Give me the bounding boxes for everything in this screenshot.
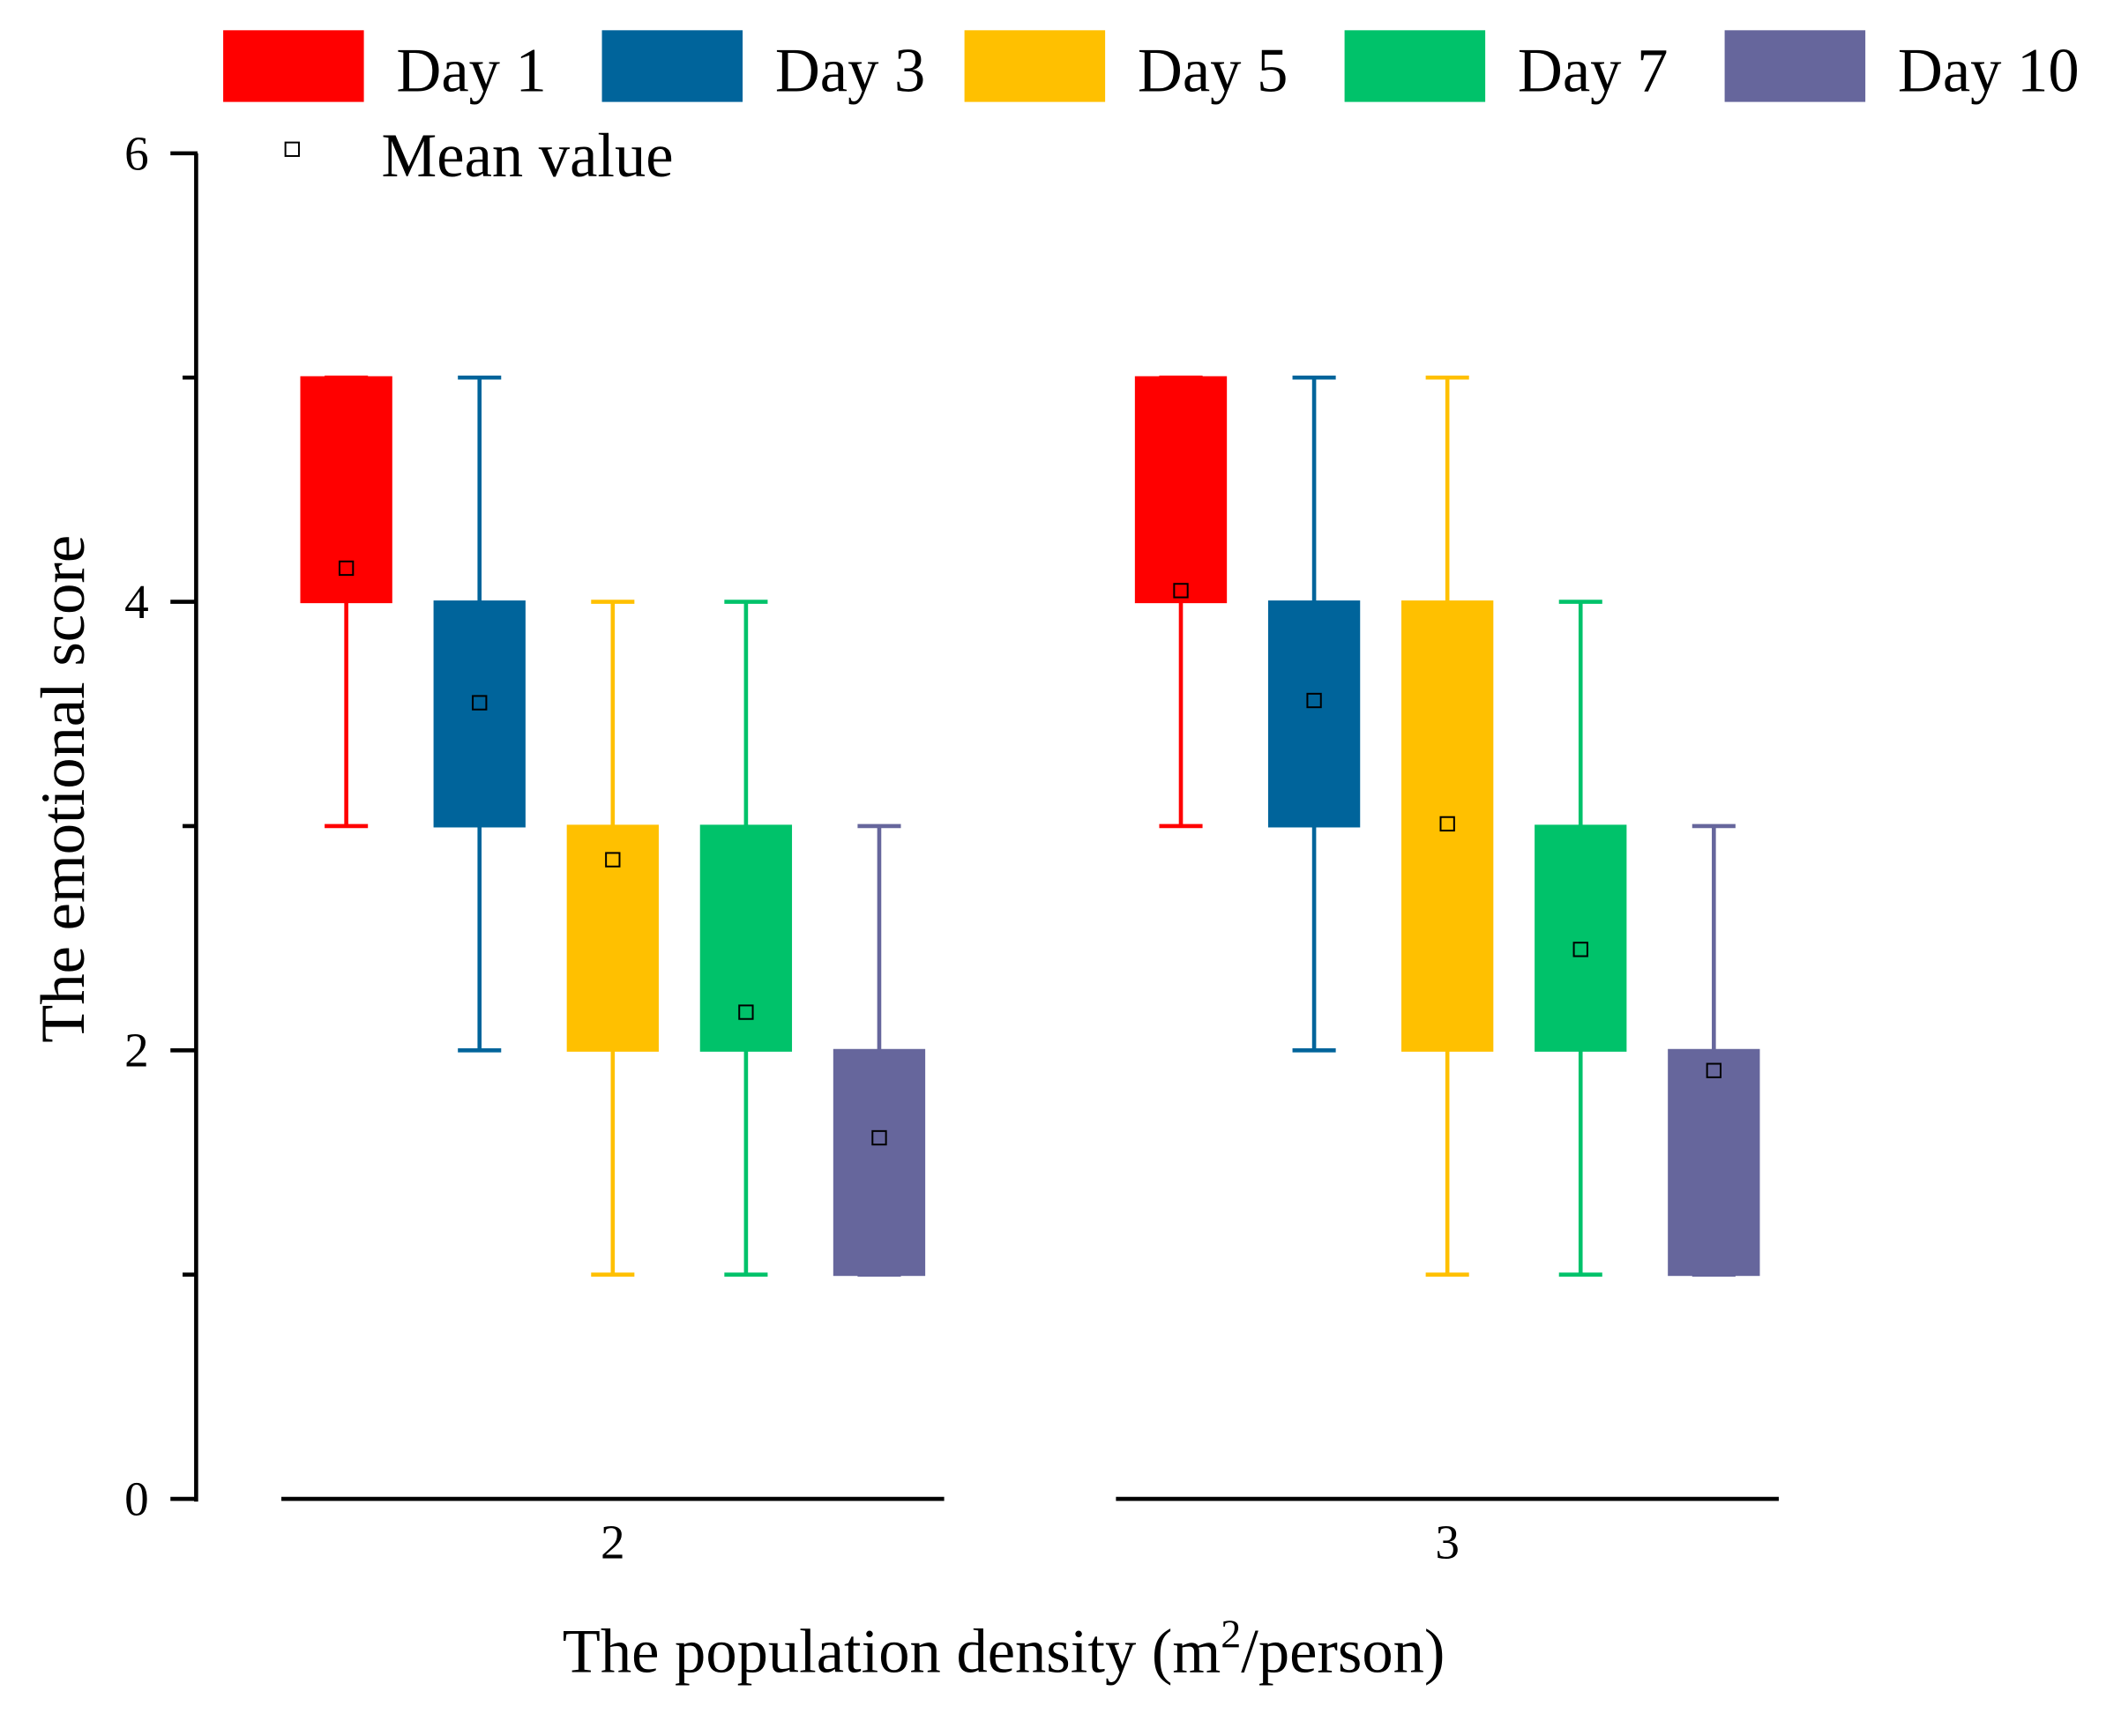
- axes: 0 2 4 6 2 3: [124, 126, 1779, 1569]
- box-day-7-group-2: [699, 600, 793, 1277]
- box: [833, 1048, 926, 1277]
- box: [1267, 600, 1361, 828]
- mean-marker: [338, 560, 355, 577]
- box: [1401, 600, 1494, 1052]
- mean-legend-label: Mean value: [382, 122, 674, 190]
- box: [1134, 376, 1228, 604]
- box-day-1-group-3: [1134, 375, 1228, 829]
- x-axis-label-sup: 2: [1221, 1612, 1241, 1657]
- legend-swatch: [1344, 30, 1486, 102]
- mean-marker: [472, 695, 488, 711]
- y-tick-label: 4: [124, 575, 149, 629]
- legend-label: Day 10: [1898, 36, 2080, 105]
- y-tick-label: 2: [124, 1024, 149, 1077]
- y-axis-label: The emotional score: [29, 535, 98, 1043]
- box-day-10-group-3: [1668, 823, 1760, 1277]
- y-tick-label: 0: [124, 1472, 149, 1525]
- box-day-5-group-3: [1401, 375, 1494, 1277]
- legend: Day 1 Day 3 Day 5 Day 7 Day 10: [223, 30, 2080, 105]
- legend-swatch: [601, 30, 743, 102]
- box-day-3-group-3: [1267, 375, 1361, 1053]
- mean-legend: Mean value: [284, 122, 674, 190]
- legend-swatch: [223, 30, 364, 102]
- mean-legend-marker: [284, 141, 300, 157]
- legend-label: Day 5: [1138, 36, 1288, 105]
- box-day-7-group-3: [1535, 600, 1627, 1277]
- mean-marker: [1439, 816, 1455, 832]
- legend-swatch: [1724, 30, 1866, 102]
- legend-swatch: [964, 30, 1106, 102]
- mean-marker: [1572, 942, 1588, 957]
- mean-marker: [1306, 692, 1322, 709]
- box-day-1-group-2: [300, 375, 392, 829]
- box-day-5-group-2: [566, 600, 659, 1277]
- mean-marker: [1173, 583, 1189, 599]
- mean-marker: [1706, 1062, 1721, 1078]
- box: [1668, 1048, 1760, 1277]
- box: [433, 600, 526, 828]
- box: [566, 824, 659, 1052]
- mean-marker: [871, 1129, 887, 1146]
- x-tick-label: 2: [601, 1516, 625, 1569]
- y-tick-label: 6: [124, 126, 149, 180]
- box: [300, 376, 392, 604]
- legend-label: Day 7: [1518, 36, 1668, 105]
- legend-label: Day 3: [775, 36, 925, 105]
- box: [699, 824, 793, 1052]
- boxes: [300, 375, 1760, 1277]
- legend-label: Day 1: [396, 36, 546, 105]
- box-day-10-group-2: [833, 823, 926, 1277]
- x-axis-label: The population density (m2/person): [563, 1612, 1445, 1687]
- box-day-3-group-2: [433, 375, 526, 1053]
- mean-marker: [605, 852, 621, 868]
- x-axis-label-main: The population density (m: [563, 1617, 1221, 1686]
- box: [1535, 824, 1627, 1052]
- mean-marker: [738, 1004, 754, 1020]
- x-axis-label-tail: /person): [1241, 1617, 1445, 1686]
- x-tick-label: 3: [1435, 1516, 1460, 1569]
